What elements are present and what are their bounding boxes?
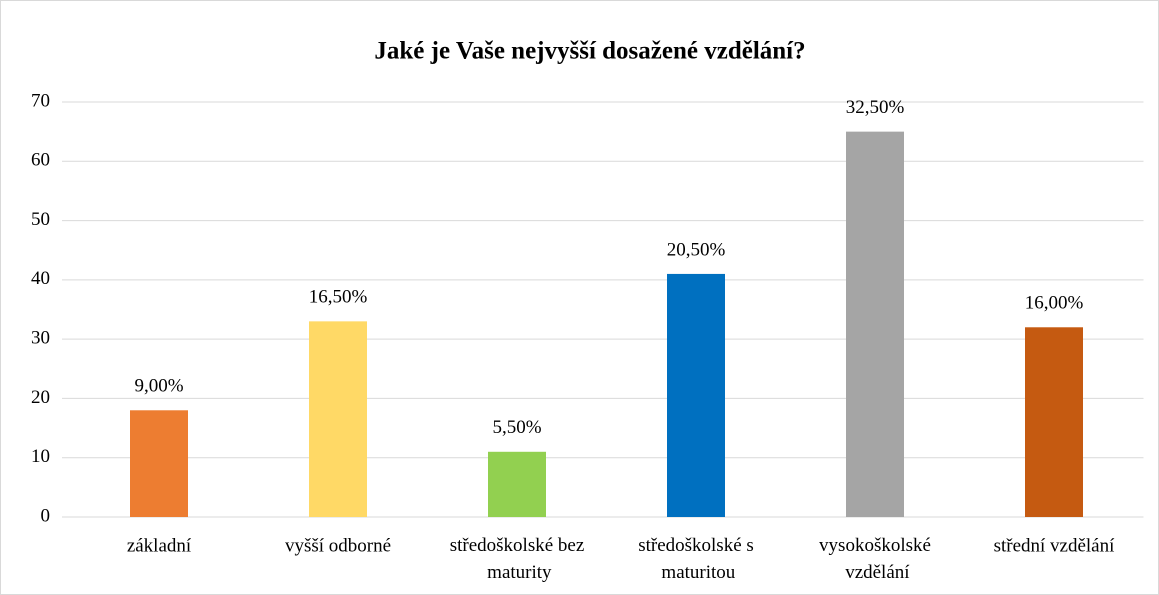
y-tick-label: 20 xyxy=(31,387,50,408)
y-tick-label: 40 xyxy=(31,268,50,289)
bar xyxy=(130,410,188,517)
y-tick-label: 50 xyxy=(31,209,50,230)
data-label: 20,50% xyxy=(667,239,726,260)
bar xyxy=(309,321,367,517)
bar xyxy=(1025,327,1083,517)
y-tick-label: 0 xyxy=(41,505,51,526)
x-tick-label: střední vzdělání xyxy=(994,535,1116,556)
data-label: 32,50% xyxy=(846,97,905,118)
bar xyxy=(667,273,725,517)
x-tick-label: středoškolské s maturitou xyxy=(638,535,754,583)
y-tick-label: 70 xyxy=(31,90,50,111)
y-tick-label: 10 xyxy=(31,446,50,467)
data-label: 16,00% xyxy=(1025,293,1084,314)
data-label: 5,50% xyxy=(492,417,541,438)
data-label: 9,00% xyxy=(134,376,183,397)
x-tick-label: vysokoškolské vzdělání xyxy=(819,535,931,583)
chart-title: Jaké je Vaše nejvyšší dosažené vzdělání? xyxy=(374,38,805,65)
x-tick-label: středoškolské bez maturity xyxy=(450,535,585,583)
y-tick-label: 60 xyxy=(31,150,50,171)
x-tick-label: základní xyxy=(127,535,192,556)
bar xyxy=(488,451,546,517)
data-label: 16,50% xyxy=(309,287,368,308)
y-tick-label: 30 xyxy=(31,328,50,349)
bar xyxy=(846,131,904,517)
x-tick-label: vyšší odborné xyxy=(285,535,391,556)
